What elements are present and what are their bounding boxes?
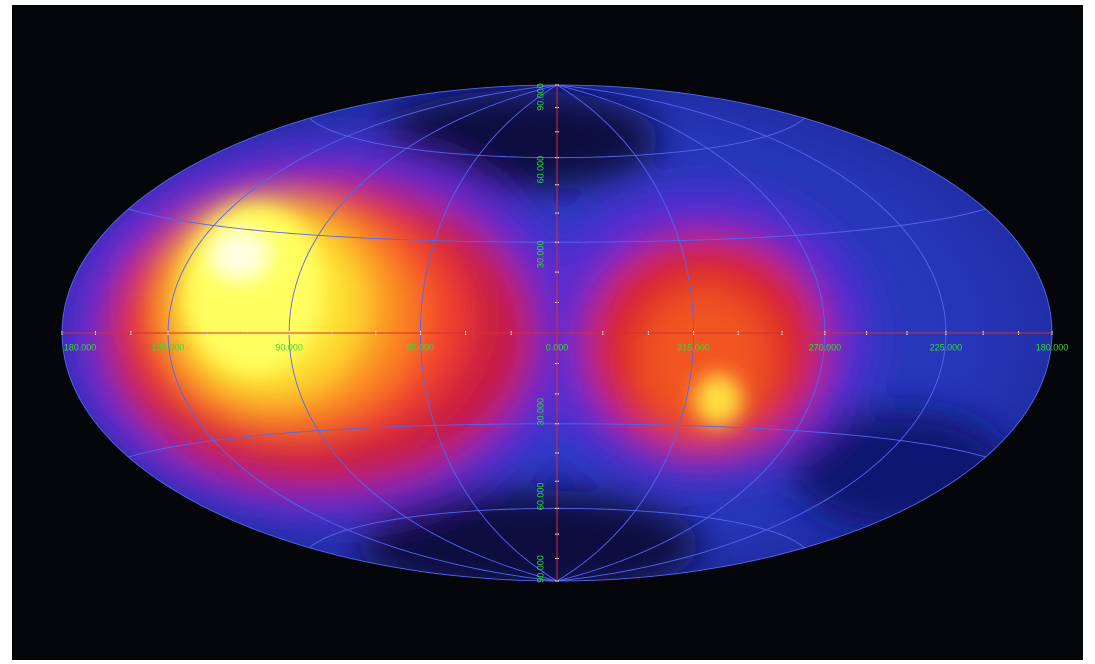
longitude-label: 315.000 <box>677 342 710 352</box>
longitude-label: 180.000 <box>1036 342 1069 352</box>
longitude-label: 90.000 <box>275 342 303 352</box>
longitude-label: 135.000 <box>152 342 185 352</box>
longitude-label: 270.000 <box>809 342 842 352</box>
labels: 180.000 135.000 90.000 45.000 0.000 315.000 27… <box>64 83 1069 583</box>
latitude-label: 90.000 <box>535 83 545 111</box>
latitude-label: 30.000 <box>535 398 545 426</box>
longitude-label: 45.000 <box>407 342 435 352</box>
longitude-label: 180.000 <box>64 342 97 352</box>
latitude-label: 60.000 <box>535 483 545 511</box>
latitude-label: 60.000 <box>535 156 545 184</box>
latitude-label: 30.000 <box>535 240 545 268</box>
longitude-label: 225.000 <box>930 342 963 352</box>
latitude-label: 90.000 <box>535 555 545 583</box>
longitude-label: 0.000 <box>546 342 569 352</box>
